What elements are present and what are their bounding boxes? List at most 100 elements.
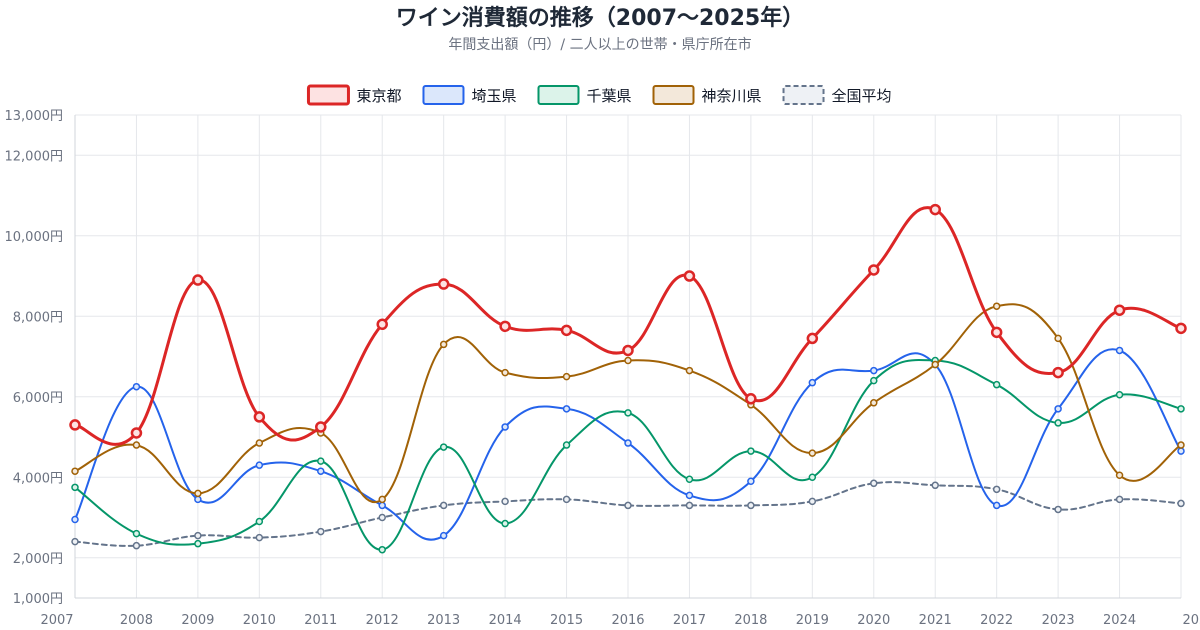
data-point[interactable] (71, 515, 79, 524)
data-point[interactable] (1054, 334, 1062, 343)
data-point[interactable] (439, 340, 448, 349)
data-point[interactable] (808, 378, 817, 387)
data-point[interactable] (808, 473, 817, 481)
data-point[interactable] (870, 479, 878, 488)
data-point[interactable] (439, 443, 448, 451)
data-point[interactable] (870, 376, 878, 385)
data-point[interactable] (255, 517, 264, 526)
data-point[interactable] (1052, 366, 1064, 379)
data-point[interactable] (71, 537, 79, 546)
data-point[interactable] (1054, 405, 1062, 413)
data-point[interactable] (745, 393, 757, 405)
legend-item[interactable]: 全国平均 (782, 85, 892, 105)
data-point[interactable] (1177, 499, 1185, 508)
data-point[interactable] (1175, 322, 1187, 335)
data-point[interactable] (71, 467, 79, 475)
data-point[interactable] (1113, 304, 1126, 316)
data-point[interactable] (808, 449, 817, 457)
data-point[interactable] (806, 332, 819, 345)
data-point[interactable] (562, 441, 571, 449)
data-point[interactable] (378, 545, 386, 554)
data-point[interactable] (992, 380, 1001, 389)
data-point[interactable] (315, 421, 327, 433)
data-point[interactable] (317, 467, 325, 475)
data-point[interactable] (870, 399, 878, 407)
data-point[interactable] (132, 529, 141, 538)
data-point[interactable] (992, 485, 1001, 494)
data-point[interactable] (624, 409, 632, 417)
data-point[interactable] (69, 419, 81, 431)
data-point[interactable] (132, 441, 141, 449)
data-point[interactable] (1177, 441, 1185, 449)
data-point[interactable] (378, 495, 386, 504)
data-point[interactable] (624, 439, 632, 447)
data-point[interactable] (1054, 419, 1062, 427)
data-point[interactable] (501, 497, 509, 506)
data-point[interactable] (685, 501, 694, 510)
data-point[interactable] (194, 531, 202, 540)
data-point[interactable] (624, 501, 632, 510)
data-point[interactable] (992, 501, 1001, 510)
data-point[interactable] (1054, 505, 1062, 514)
data-point[interactable] (501, 519, 509, 528)
data-point[interactable] (255, 461, 264, 469)
data-point[interactable] (1115, 390, 1124, 399)
legend-item[interactable]: 千葉県 (537, 85, 632, 105)
data-point[interactable] (437, 278, 450, 290)
data-point[interactable] (439, 501, 448, 510)
data-point[interactable] (624, 356, 632, 365)
data-point[interactable] (192, 274, 204, 286)
data-point[interactable] (931, 360, 939, 369)
data-point[interactable] (1115, 495, 1124, 504)
data-point[interactable] (132, 541, 141, 550)
data-point[interactable] (1177, 447, 1185, 455)
data-point[interactable] (747, 477, 755, 486)
data-point[interactable] (929, 203, 941, 216)
data-point[interactable] (683, 270, 696, 282)
data-point[interactable] (560, 324, 573, 337)
data-point[interactable] (1115, 471, 1124, 479)
legend-swatch (306, 84, 350, 106)
series-0 (69, 203, 1187, 446)
data-point[interactable] (685, 366, 694, 375)
data-point[interactable] (499, 320, 511, 333)
data-point[interactable] (317, 527, 325, 536)
data-point[interactable] (685, 475, 694, 484)
data-point[interactable] (868, 264, 880, 276)
data-point[interactable] (255, 439, 264, 447)
data-point[interactable] (747, 501, 755, 510)
data-point[interactable] (439, 531, 448, 540)
data-point[interactable] (194, 539, 202, 548)
legend-item[interactable]: 東京都 (306, 84, 401, 106)
data-point[interactable] (194, 489, 202, 498)
data-point[interactable] (501, 368, 509, 377)
data-point[interactable] (931, 481, 939, 490)
data-point[interactable] (562, 405, 571, 413)
data-point[interactable] (194, 495, 202, 504)
data-point[interactable] (992, 302, 1001, 310)
legend-item[interactable]: 埼玉県 (422, 85, 516, 105)
data-point[interactable] (376, 318, 388, 331)
data-point[interactable] (562, 372, 571, 381)
data-point[interactable] (685, 491, 694, 500)
data-point[interactable] (255, 533, 264, 542)
data-point[interactable] (1115, 346, 1124, 355)
data-point[interactable] (378, 513, 386, 522)
data-point[interactable] (130, 427, 143, 439)
data-point[interactable] (253, 411, 266, 423)
x-tick-label: 2008 (120, 613, 153, 628)
data-point[interactable] (501, 423, 509, 431)
data-point[interactable] (378, 501, 386, 510)
data-point[interactable] (71, 483, 79, 492)
data-point[interactable] (747, 447, 755, 455)
y-tick-label: 1,000円 (13, 592, 63, 607)
data-point[interactable] (562, 495, 571, 504)
data-point[interactable] (990, 326, 1003, 339)
data-point[interactable] (317, 457, 325, 465)
data-point[interactable] (808, 497, 817, 506)
legend-item[interactable]: 神奈川県 (652, 85, 762, 105)
data-point[interactable] (1177, 405, 1185, 413)
data-point[interactable] (622, 344, 634, 357)
data-point[interactable] (132, 382, 141, 391)
data-point[interactable] (870, 366, 878, 375)
